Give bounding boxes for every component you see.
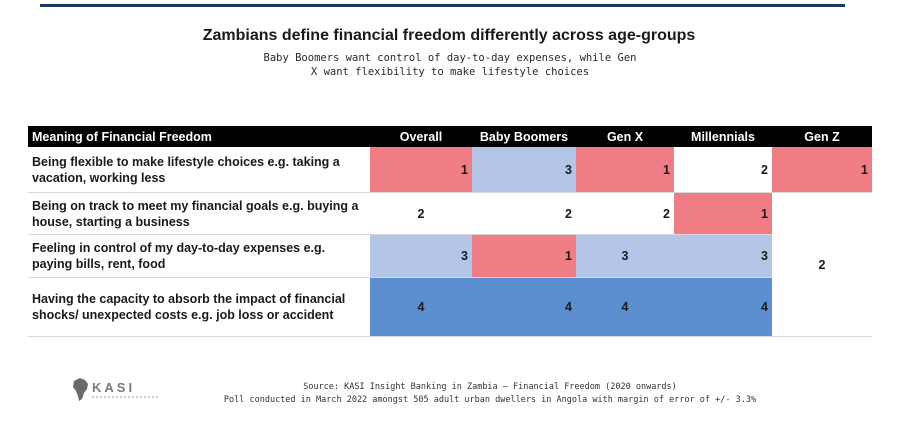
cell-value: 1 [472,234,576,278]
table-row: Feeling in control of my day-to-day expe… [28,234,872,278]
row-label: Being on track to meet my financial goal… [28,192,370,235]
row-label: Being flexible to make lifestyle choices… [28,147,370,193]
cell-value: 4 [674,277,772,337]
row-label: Having the capacity to absorb the impact… [28,277,370,337]
cell-value: 3 [576,234,674,278]
cell-value: 3 [674,234,772,278]
cell-value: 1 [370,147,472,193]
row-label: Feeling in control of my day-to-day expe… [28,234,370,278]
cell-value: 4 [472,277,576,337]
header-millennials: Millennials [674,126,772,147]
cell-value: 2 [472,192,576,235]
header-gen-z: Gen Z [772,126,872,147]
cell-value: 1 [576,147,674,193]
top-rule [40,4,845,7]
africa-map-icon [73,378,88,401]
cell-value: 1 [674,192,772,235]
cell-value: 1 [772,147,872,193]
table-row: Being on track to meet my financial goal… [28,192,872,337]
cell-value-gen-z-merged: 2 [772,192,872,337]
poll-note: Poll conducted in March 2022 amongst 505… [223,395,757,405]
cell-value: 4 [370,277,472,337]
table-row: Being flexible to make lifestyle choices… [28,147,872,193]
cell-value: 3 [370,234,472,278]
cell-value: 2 [576,192,674,235]
table-row: Having the capacity to absorb the impact… [28,277,872,337]
header-baby-boomers: Baby Boomers [472,126,576,147]
logo-text: KASI [92,380,135,395]
cell-value: 3 [472,147,576,193]
table-header-row: Meaning of Financial Freedom Overall Bab… [28,126,872,147]
header-overall: Overall [370,126,472,147]
cell-value: 2 [674,147,772,193]
ranking-table: Meaning of Financial Freedom Overall Bab… [28,126,872,337]
cell-value: 2 [370,192,472,235]
footer-notes: Source: KASI Insight Banking in Zambia –… [170,381,810,407]
header-gen-x: Gen X [576,126,674,147]
chart-subtitle: Baby Boomers want control of day-to-day … [263,52,637,78]
cell-value: 4 [576,277,674,337]
header-meaning: Meaning of Financial Freedom [28,126,370,147]
source-note: Source: KASI Insight Banking in Zambia –… [303,382,677,392]
kasi-logo: KASI [73,378,160,401]
chart-title: Zambians define financial freedom differ… [202,27,696,44]
